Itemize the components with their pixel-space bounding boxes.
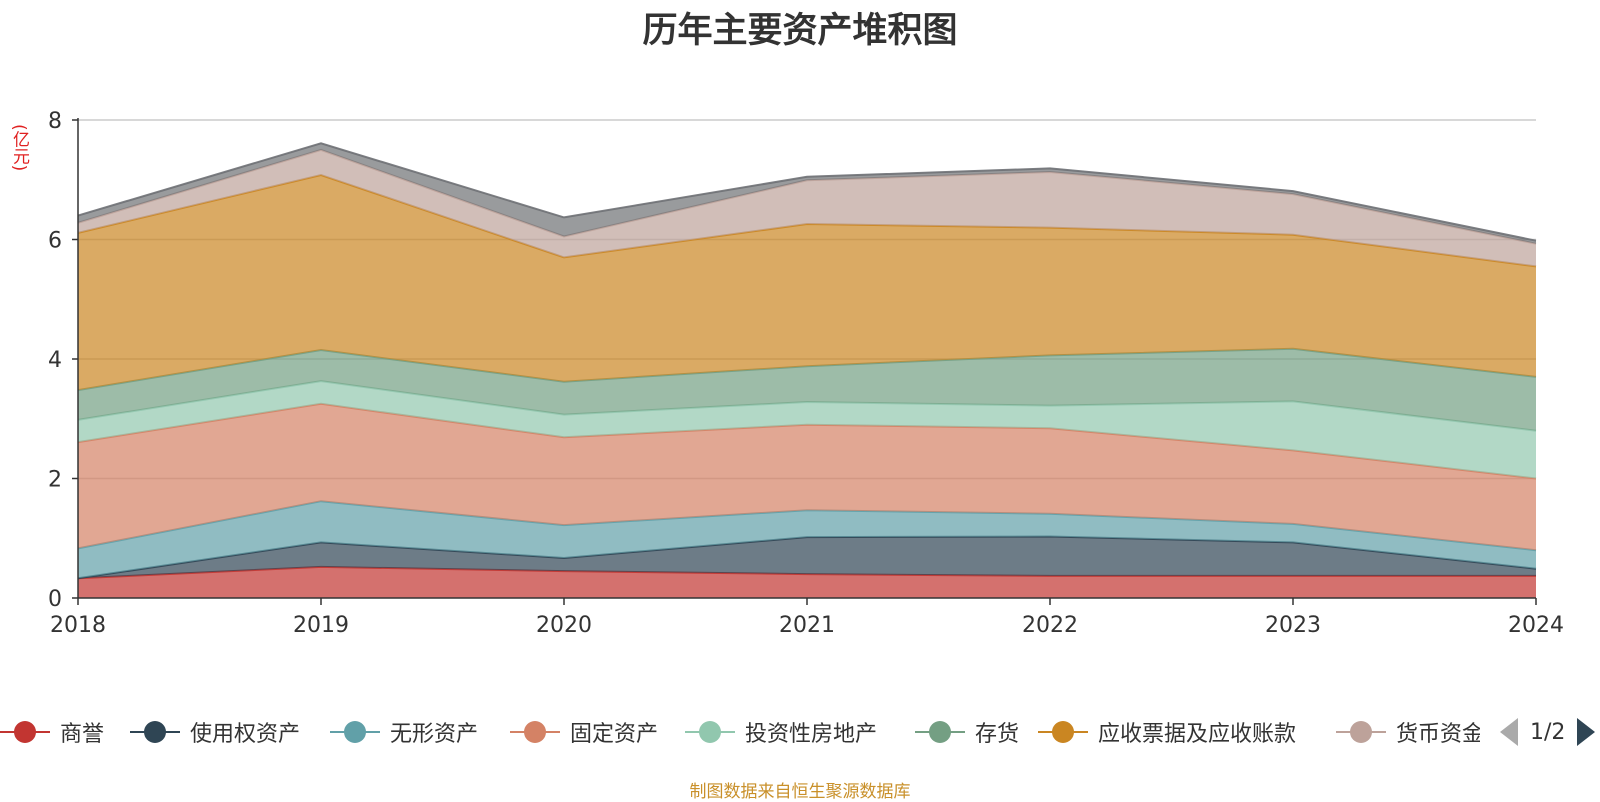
chart-plot: 0 2 4 6 8 2018 2019 2020 2021 2022 2023 2024 <box>48 109 1564 638</box>
legend-marker-icon <box>510 717 560 747</box>
legend-item[interactable]: 货币资金 <box>1336 712 1480 752</box>
legend-marker-icon <box>330 717 380 747</box>
x-tick-label: 2022 <box>1022 613 1078 638</box>
x-tick-label: 2023 <box>1265 613 1321 638</box>
legend-label: 存货 <box>975 722 1020 747</box>
legend-pager: 1/2 <box>1500 712 1596 752</box>
area-series-7 <box>78 149 1536 267</box>
x-tick-label: 2019 <box>293 613 349 638</box>
area-series-0 <box>78 566 1536 598</box>
legend-item[interactable]: 应收票据及应收账款 <box>1038 712 1296 752</box>
legend-item[interactable]: 固定资产 <box>510 712 658 752</box>
legend-item[interactable]: 无形资产 <box>330 712 478 752</box>
area-series-3 <box>78 403 1536 551</box>
legend-label: 使用权资产 <box>190 722 301 747</box>
legend-marker-icon <box>130 717 180 747</box>
area-series-4 <box>78 381 1536 479</box>
legend-label: 固定资产 <box>570 722 659 747</box>
y-tick-label: 4 <box>48 348 62 373</box>
axes: 0 2 4 6 8 2018 2019 2020 2021 2022 2023 2024 <box>48 109 1564 638</box>
area-series-1 <box>78 536 1536 579</box>
area-edge-8 <box>77 142 1537 242</box>
legend-marker-icon <box>1038 717 1088 747</box>
legend-item[interactable]: 商誉 <box>0 712 104 752</box>
y-tick-label: 6 <box>48 229 62 254</box>
legend-label: 无形资产 <box>390 722 479 747</box>
legend-next-page-icon[interactable] <box>1577 718 1596 746</box>
x-tick-label: 2021 <box>779 613 835 638</box>
area-series <box>77 142 1537 598</box>
x-tick-label: 2020 <box>536 613 592 638</box>
legend-marker-icon <box>1336 717 1386 747</box>
chart-title: 历年主要资产堆积图 <box>642 11 958 51</box>
area-series-5 <box>78 348 1536 431</box>
x-tick-label: 2024 <box>1508 613 1564 638</box>
source-note: 制图数据来自恒生聚源数据库 <box>689 782 911 802</box>
legend-label: 应收票据及应收账款 <box>1098 722 1297 747</box>
y-tick-label: 2 <box>48 468 62 493</box>
legend: 商誉 使用权资产 无形资产 固定资产 投资性房地产 存货 应收票据及应收账款 货币资金 1/2 <box>0 712 1600 752</box>
y-tick-label: 0 <box>48 587 62 612</box>
legend-marker-icon <box>0 717 50 747</box>
legend-label: 货币资金 <box>1396 722 1480 747</box>
area-series-6 <box>78 175 1536 391</box>
area-series-2 <box>78 501 1536 579</box>
legend-marker-icon <box>685 717 735 747</box>
legend-prev-page-icon[interactable] <box>1500 718 1518 746</box>
x-tick-label: 2018 <box>50 613 106 638</box>
legend-page-indicator: 1/2 <box>1530 719 1566 745</box>
legend-marker-icon <box>915 717 965 747</box>
legend-label: 商誉 <box>60 722 105 747</box>
y-axis-unit: (亿元) <box>9 124 29 172</box>
y-tick-label: 8 <box>48 109 62 134</box>
legend-item[interactable]: 使用权资产 <box>130 712 300 752</box>
legend-items: 商誉 使用权资产 无形资产 固定资产 投资性房地产 存货 应收票据及应收账款 货币资金 <box>0 712 1480 752</box>
legend-label: 投资性房地产 <box>745 722 878 747</box>
legend-item[interactable]: 存货 <box>915 712 1019 752</box>
legend-item[interactable]: 投资性房地产 <box>685 712 877 752</box>
